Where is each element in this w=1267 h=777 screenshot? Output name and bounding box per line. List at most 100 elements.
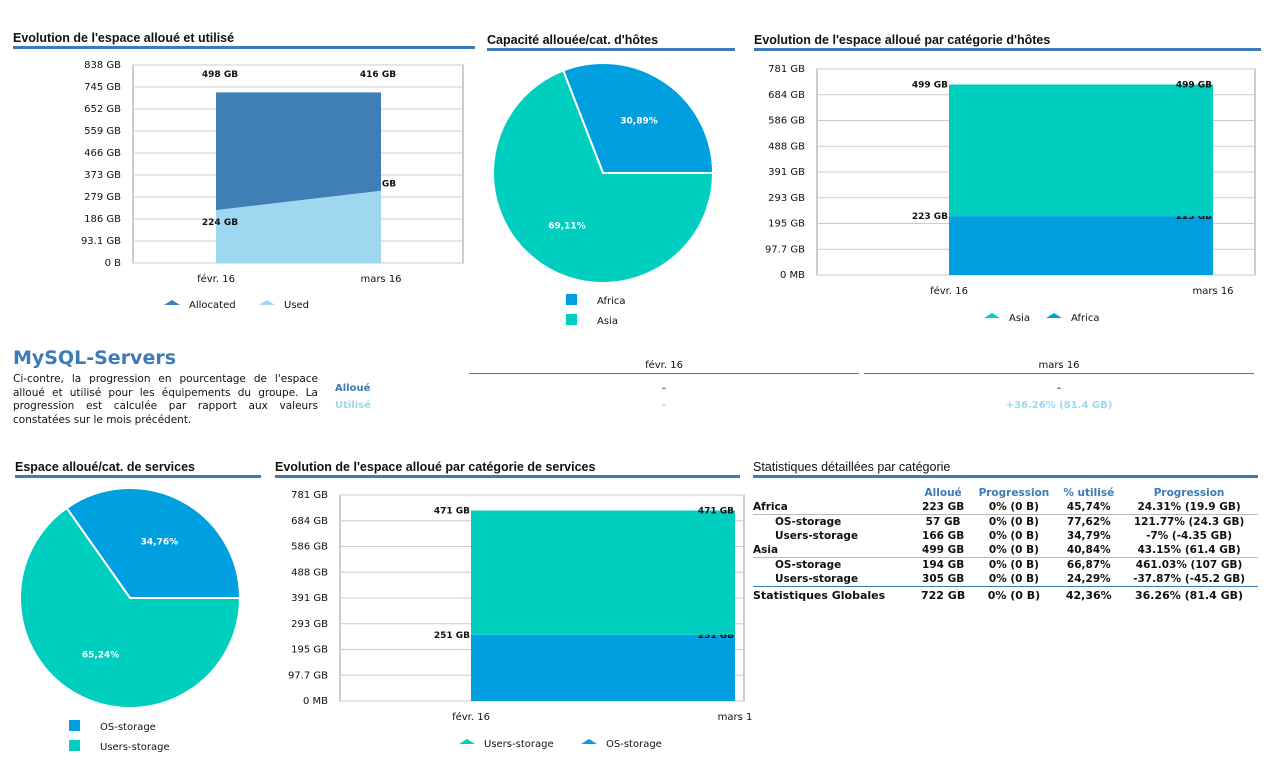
legend-label: Users-storage — [100, 742, 170, 753]
data-label: 416 GB — [360, 70, 396, 80]
stats-cell: 0% (0 B) — [988, 559, 1039, 571]
pie-slice-users-storage — [19, 506, 242, 709]
stats-cell: 305 GB — [922, 573, 965, 585]
x-tick-label: mars 16 — [1192, 286, 1233, 297]
area-asia — [949, 84, 1213, 217]
legend-label: Africa — [1071, 313, 1100, 324]
stats-header: Progression — [1153, 487, 1225, 499]
stats-cell: OS-storage — [775, 516, 842, 528]
y-tick-label: 279 GB — [84, 192, 121, 203]
x-tick-label: févr. 16 — [452, 711, 490, 723]
stats-cell: 722 GB — [915, 586, 971, 603]
stats-cell: Users-storage — [775, 573, 859, 585]
y-tick-label: 652 GB — [84, 104, 121, 115]
legend-area-icon — [164, 300, 180, 305]
stats-row: OS-storage 57 GB 0% (0 B) 77,62% 121.77% (24… — [753, 515, 1258, 530]
y-tick-label: 0 B — [105, 258, 122, 269]
pie-slice-os-storage — [65, 487, 242, 599]
data-label: 223 GB — [1176, 212, 1212, 222]
y-tick-label: 586 GB — [768, 116, 805, 127]
stats-cell: -7% (-4.35 GB) — [1146, 530, 1233, 542]
progress-row-label-allocated: Alloué — [335, 383, 371, 394]
section-title-space-evolution: Evolution de l'espace alloué et utilisé — [13, 31, 475, 49]
y-tick-label: 838 GB — [84, 60, 121, 71]
area-used — [216, 190, 381, 263]
legend-area-icon — [1046, 313, 1062, 318]
legend-label: Allocated — [189, 300, 236, 311]
progress-row-label-used: Utilisé — [335, 400, 371, 411]
pie-slice-africa — [561, 62, 715, 174]
stats-cell: Users-storage — [775, 530, 859, 542]
stats-cell: 499 GB — [915, 543, 971, 558]
legend-swatch-icon — [566, 314, 577, 325]
data-label: 498 GB — [202, 70, 238, 80]
legend-area-icon — [581, 739, 597, 744]
stats-row: Africa 223 GB 0% (0 B) 45,74% 24.31% (19.9 G… — [753, 500, 1258, 515]
y-tick-label: 293 GB — [291, 619, 328, 630]
legend-label: Users-storage — [484, 739, 554, 750]
y-tick-label: 293 GB — [768, 193, 805, 204]
y-tick-label: 391 GB — [291, 593, 328, 604]
y-tick-label: 466 GB — [84, 148, 121, 159]
legend-swatch-icon — [69, 740, 80, 751]
legend-swatch-icon — [566, 294, 577, 305]
stats-row: Asia 499 GB 0% (0 B) 40,84% 43.15% (61.4 GB) — [753, 543, 1258, 558]
stats-cell: 43.15% (61.4 GB) — [1120, 543, 1258, 558]
stats-cell: 0% (0 B) — [988, 516, 1039, 528]
y-tick-label: 488 GB — [291, 567, 328, 578]
data-label: 251 GB — [698, 631, 734, 641]
section-title-host-evolution: Evolution de l'espace alloué par catégor… — [754, 33, 1261, 51]
stats-row: Statistiques Globales 722 GB 0% (0 B) 42,36… — [753, 586, 1258, 603]
area-allocated — [216, 92, 381, 211]
data-label: 499 GB — [1176, 81, 1212, 91]
pie-label: 69,11% — [548, 222, 586, 232]
legend-label: Asia — [1009, 313, 1030, 324]
y-tick-label: 586 GB — [291, 542, 328, 553]
stats-cell: 57 GB — [925, 516, 961, 528]
progress-value: - — [1056, 383, 1062, 394]
y-tick-label: 195 GB — [291, 645, 328, 656]
legend-label: OS-storage — [100, 722, 156, 733]
stats-cell: 77,62% — [1066, 516, 1111, 528]
legend-swatch-icon — [69, 720, 80, 731]
legend-label: Used — [284, 300, 309, 311]
stats-cell: 0% (0 B) — [970, 543, 1058, 558]
y-tick-label: 488 GB — [768, 141, 805, 152]
legend-area-icon — [459, 739, 475, 744]
stats-cell: 194 GB — [922, 559, 965, 571]
stats-row: Users-storage 305 GB 0% (0 B) 24,29% -37.87%… — [753, 572, 1258, 587]
stats-cell: 0% (0 B) — [988, 573, 1039, 585]
pie-label: 34,76% — [141, 537, 179, 547]
y-tick-label: 684 GB — [291, 516, 328, 527]
stats-cell: 34,79% — [1066, 530, 1111, 542]
section-title-service-evolution: Evolution de l'espace alloué par catégor… — [275, 460, 740, 478]
stats-cell: OS-storage — [775, 559, 842, 571]
section-title-detailed-stats: Statistiques détaillées par catégorie — [753, 460, 1258, 478]
detailed-stats-table: Alloué Progression % utilisé Progression Af… — [753, 486, 1258, 603]
x-tick-label: févr. 16 — [930, 285, 968, 297]
y-tick-label: 0 MB — [780, 270, 805, 281]
legend-area-icon — [984, 313, 1000, 318]
y-tick-label: 781 GB — [768, 64, 805, 75]
area-users-storage — [471, 510, 735, 635]
x-tick-label: févr. 16 — [197, 273, 235, 285]
section-title-service-space: Espace alloué/cat. de services — [15, 460, 261, 478]
progress-value: - — [661, 383, 667, 394]
stats-header: Alloué — [924, 487, 962, 499]
data-label: 224 GB — [202, 218, 238, 228]
stats-cell: -37.87% (-45.2 GB) — [1133, 573, 1245, 585]
stats-cell: Statistiques Globales — [753, 586, 916, 603]
stats-cell: 223 GB — [915, 500, 971, 515]
stats-cell: Africa — [753, 500, 916, 515]
progress-col-header: févr. 16 — [469, 360, 859, 374]
x-tick-label: mars 16 — [360, 274, 401, 285]
stats-cell: 45,74% — [1057, 500, 1121, 515]
y-tick-label: 97.7 GB — [765, 244, 805, 255]
stats-cell: 66,87% — [1066, 559, 1111, 571]
progress-col-header: mars 16 — [864, 360, 1254, 374]
group-description: Ci-contre, la progression en pourcentage… — [13, 373, 318, 426]
stats-header — [753, 486, 916, 500]
y-tick-label: 781 GB — [291, 490, 328, 501]
section-title-host-capacity: Capacité allouée/cat. d'hôtes — [487, 33, 735, 51]
